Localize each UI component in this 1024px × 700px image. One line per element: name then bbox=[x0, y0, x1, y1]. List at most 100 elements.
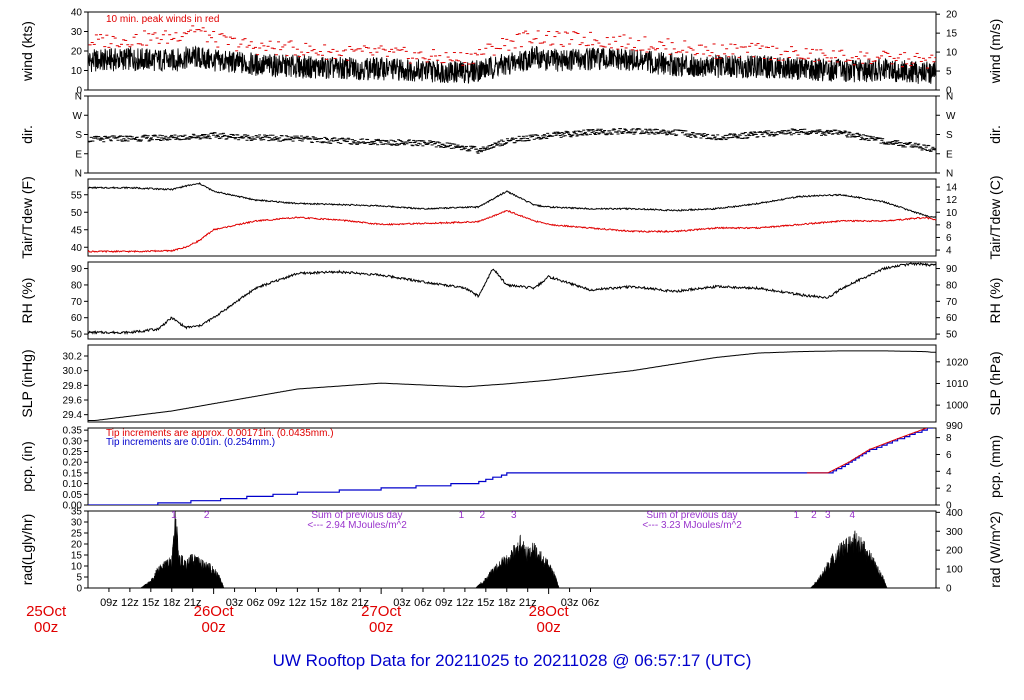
x-hour-label: 03z bbox=[226, 597, 244, 609]
pcp-left-tick-label: 0.30 bbox=[63, 436, 83, 447]
wind-annotation: 10 min. peak winds in red bbox=[106, 14, 219, 25]
dir-right-tick-label: S bbox=[946, 130, 953, 141]
pcp-ylabel-right: pcp. (mm) bbox=[987, 435, 1003, 498]
x-hour-label: 12z bbox=[456, 597, 474, 609]
temp-right-tick-label: 8 bbox=[946, 220, 952, 231]
x-hour-label: 03z bbox=[561, 597, 579, 609]
slp-right-tick-label: 1000 bbox=[946, 401, 969, 412]
temp-right-tick-label: 12 bbox=[946, 195, 958, 206]
rad-ylabel-right: rad (W/m^2) bbox=[987, 511, 1003, 588]
x-day-hour-label: 00z bbox=[202, 619, 226, 636]
x-hour-label: 18z bbox=[330, 597, 348, 609]
pcp-left-tick-label: 0.10 bbox=[63, 479, 83, 490]
pcp-frame bbox=[87, 427, 937, 506]
rh-ylabel-left: RH (%) bbox=[19, 278, 35, 324]
rh-left-tick-label: 70 bbox=[71, 297, 83, 308]
temp-left-tick-label: 40 bbox=[71, 243, 83, 254]
x-hour-label: 06z bbox=[247, 597, 265, 609]
x-hour-label: 18z bbox=[498, 597, 516, 609]
slp-data bbox=[88, 350, 936, 421]
slp-right-tick-label: 1010 bbox=[946, 379, 969, 390]
panel-pcp: 0.000.050.100.150.200.250.300.35 0 2 4 6 8990… bbox=[19, 421, 1003, 512]
rad-annotation: Sum of previous day bbox=[646, 510, 737, 521]
dir-right-tick-label: W bbox=[946, 111, 956, 122]
rad-right-tick-label: 0 bbox=[946, 584, 952, 595]
dir-right-tick-label: N bbox=[946, 169, 953, 180]
rh-data bbox=[88, 262, 936, 335]
pcp-series-red bbox=[806, 428, 929, 474]
pcp-right-tick-label: 0 bbox=[946, 501, 952, 512]
rad-annotation: <--- 2.94 MJoules/m^2 bbox=[307, 520, 407, 531]
pcp-left-tick-label: 0.20 bbox=[63, 458, 83, 469]
x-day-label: 27Oct bbox=[361, 603, 402, 620]
wind-ylabel-right: wind (m/s) bbox=[987, 19, 1003, 85]
rad-marker-1: 1 bbox=[171, 510, 177, 521]
x-day-hour-label: 00z bbox=[537, 619, 561, 636]
pcp-left-tick-label: 0.05 bbox=[63, 490, 83, 501]
x-hour-label: 09z bbox=[100, 597, 118, 609]
rad-marker-3: 3 bbox=[511, 510, 517, 521]
x-axis: 09z 12z 15z 18z 21z 03z 06z 09z 12z 15z 18z 21z 03z 0… bbox=[26, 588, 599, 636]
rh-right-tick-label: 60 bbox=[946, 313, 958, 324]
wind-right-tick-label: 0 bbox=[946, 86, 952, 97]
slp-left-tick-label: 30.0 bbox=[63, 366, 83, 377]
pcp-right-tick-label: 6 bbox=[946, 450, 952, 461]
rad-left-tick-label: 20 bbox=[71, 540, 83, 551]
rad-marker-2: 2 bbox=[204, 510, 210, 521]
rad-left-tick-label: 35 bbox=[71, 507, 83, 518]
temp-right-tick-label: 10 bbox=[946, 208, 958, 219]
rad-annotation: <--- 3.23 MJoules/m^2 bbox=[642, 520, 742, 531]
x-day-hour-label: 00z bbox=[369, 619, 393, 636]
dir-right-tick-label: N bbox=[946, 92, 953, 103]
rad-marker-4: 4 bbox=[849, 510, 855, 521]
x-day-label: 25Oct bbox=[26, 603, 67, 620]
rad-left-tick-label: 30 bbox=[71, 518, 83, 529]
slp-left-tick-label: 29.6 bbox=[63, 396, 83, 407]
rh-ylabel-right: RH (%) bbox=[987, 278, 1003, 324]
temp-ylabel-left: Tair/Tdew (F) bbox=[19, 176, 35, 258]
footer-title: UW Rooftop Data for 20211025 to 20211028… bbox=[273, 651, 752, 670]
rad-right-tick-label: 200 bbox=[946, 546, 963, 557]
x-hour-label: 21z bbox=[519, 597, 537, 609]
dir-data bbox=[88, 128, 936, 154]
wind-left-tick-label: 10 bbox=[71, 66, 83, 77]
wind-data bbox=[88, 25, 936, 84]
temp-frame bbox=[87, 178, 937, 257]
rad-left-tick-label: 25 bbox=[71, 529, 83, 540]
rad-marker-2: 2 bbox=[480, 510, 486, 521]
wind-left-tick-label: 40 bbox=[71, 8, 83, 19]
rh-left-tick-label: 90 bbox=[71, 264, 83, 275]
x-hour-label: 15z bbox=[142, 597, 160, 609]
wind-ylabel-left: wind (kts) bbox=[19, 21, 35, 82]
rad-marker-2: 2 bbox=[811, 510, 817, 521]
x-hour-label: 03z bbox=[393, 597, 411, 609]
rh-left-tick-label: 50 bbox=[71, 330, 83, 341]
temp-left-tick-label: 50 bbox=[71, 208, 83, 219]
x-hour-label: 18z bbox=[163, 597, 181, 609]
slp-left-tick-label: 29.4 bbox=[63, 410, 83, 421]
x-hour-label: 21z bbox=[184, 597, 202, 609]
pcp-right-tick-label: 4 bbox=[946, 467, 952, 478]
dir-left-tick-label: N bbox=[75, 92, 82, 103]
rad-right-tick-label: 400 bbox=[946, 508, 963, 519]
rad-left-tick-label: 5 bbox=[76, 573, 82, 584]
rh-right-tick-label: 70 bbox=[946, 297, 958, 308]
panel-rh: 50 60 70 80 90 50 60 70 80 90 RH (%) RH (%) bbox=[19, 261, 1003, 341]
rh-left-tick-label: 60 bbox=[71, 313, 83, 324]
rad-marker-3: 3 bbox=[825, 510, 831, 521]
wind-right-tick-label: 20 bbox=[946, 10, 958, 21]
temp-left-tick-label: 45 bbox=[71, 225, 83, 236]
dir-left-tick-label: E bbox=[75, 149, 82, 160]
rad-left-tick-label: 0 bbox=[76, 584, 82, 595]
x-hour-label: 06z bbox=[582, 597, 600, 609]
temp-left-tick-label: 55 bbox=[71, 190, 83, 201]
pcp-right-top-tick-label: 990 bbox=[946, 421, 963, 432]
rad-area bbox=[88, 511, 936, 588]
rh-right-tick-label: 80 bbox=[946, 280, 958, 291]
x-hour-label: 12z bbox=[289, 597, 307, 609]
dir-ylabel-left: dir. bbox=[19, 125, 35, 144]
x-day-label: 26Oct bbox=[194, 603, 235, 620]
